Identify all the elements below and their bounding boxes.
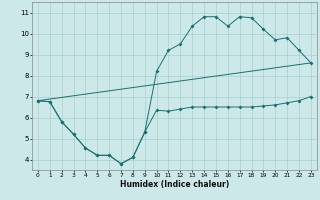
X-axis label: Humidex (Indice chaleur): Humidex (Indice chaleur) — [120, 180, 229, 189]
